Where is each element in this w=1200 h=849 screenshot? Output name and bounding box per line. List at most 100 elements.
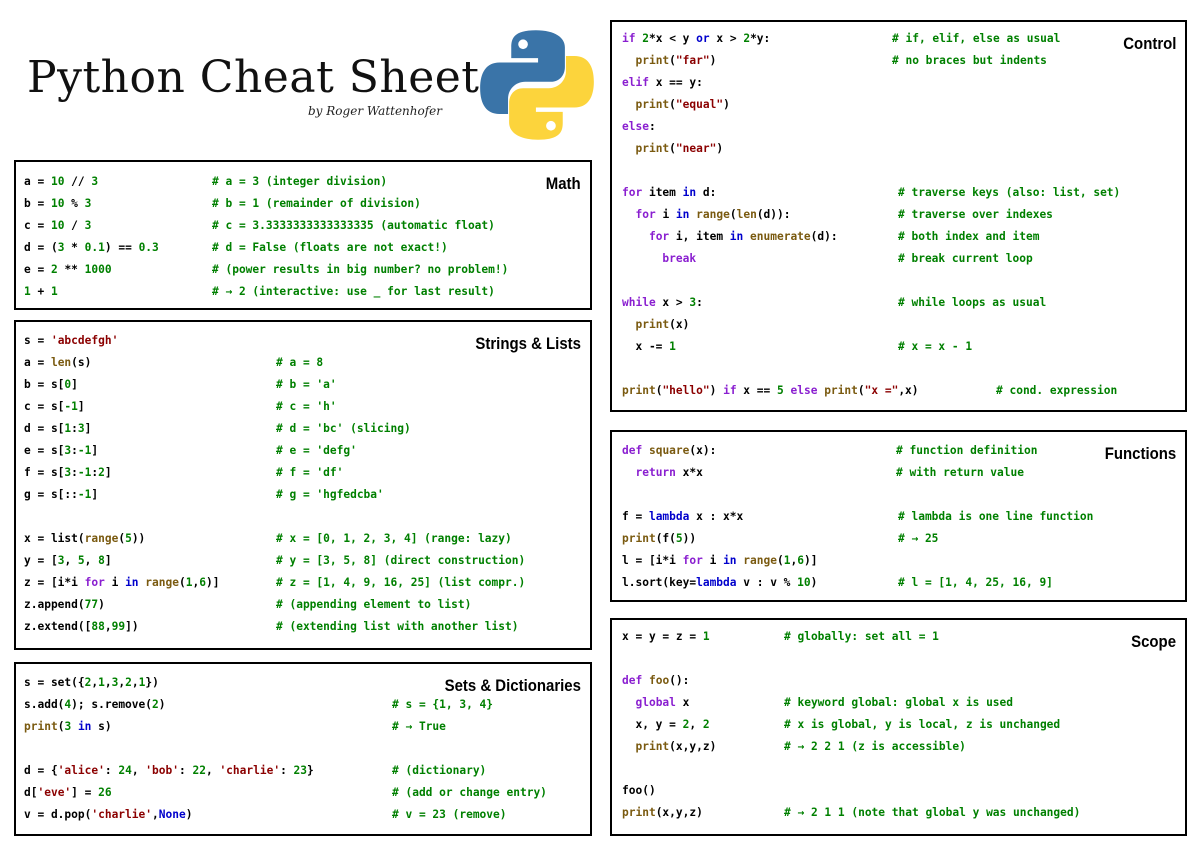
code-token: l.sort(key= [622,576,697,589]
code-token [622,740,635,753]
code-comment: # a = 8 [276,356,324,369]
code-line: print(3 in s) # → True [24,716,584,738]
code-comment: # (dictionary) [392,764,487,777]
code-token: ( [57,720,65,733]
code-token: ]) [125,620,139,633]
code-comment: # y = [3, 5, 8] (direct construction) [276,554,526,567]
code-comment: # while loops as usual [898,296,1047,309]
code-token: in [682,186,697,199]
code-token: -1 [64,400,78,413]
code-token: 'bob' [145,764,179,777]
code-token: 1 [98,676,105,689]
code-line: def square(x): # function definition [622,440,1179,462]
code-token: range [145,576,179,589]
code-token: : [178,764,193,777]
code-token: ,x) [898,384,919,397]
code-line: for i in range(len(d)): # traverse over i… [622,204,1179,226]
code-text: a = 10 // 3 [24,171,98,193]
code-token: 3 [84,197,92,210]
code-line: g = s[::-1] # g = 'hgfedcba' [24,484,584,506]
code-token: (x): [689,444,717,457]
code-token: i [655,208,676,221]
code-comment: # f = 'df' [276,466,344,479]
code-token: b = s[ [24,378,65,391]
code-token: g = s[:: [24,488,78,501]
code-token: )] [205,576,220,589]
code-token: if [723,384,737,397]
code-text: print(x,y,z) [622,736,716,758]
code-text: a = len(s) [24,352,91,374]
code-token: print [24,720,58,733]
code-token: print [635,98,670,111]
code-token: for [635,208,656,221]
code-line: x -= 1 # x = x - 1 [622,336,1179,358]
code-token: ] = [71,786,99,799]
section-title: Control [1122,34,1176,53]
code-text: x -= 1 [622,336,675,358]
code-token: else [622,120,649,133]
code-token: while [622,296,656,309]
code-text: e = s[3:-1] [24,440,98,462]
code-line: s.add(4); s.remove(2) # s = {1, 3, 4} [24,694,584,716]
code-token: 2 [152,698,159,711]
code-text: foo() [622,780,656,802]
code-token: -1 [77,488,92,501]
code-token: 23 [293,764,308,777]
code-token [622,98,635,111]
code-token: 'eve' [37,786,72,799]
code-token [622,252,662,265]
code-token: 4 [64,698,72,711]
code-token: ) [158,698,166,711]
code-text: c = 10 / 3 [24,215,91,237]
code-line: foo() [622,780,1179,802]
code-line: print(x) [622,314,1179,336]
code-line: b = s[0] # b = 'a' [24,374,584,396]
code-line: c = s[-1] # c = 'h' [24,396,584,418]
code-token: 1 [138,676,146,689]
code-comment: # c = 'h' [276,400,337,413]
code-comment: # break current loop [898,252,1033,265]
code-text: y = [3, 5, 8] [24,550,112,572]
code-text: x = list(range(5)) [24,528,145,550]
section-title: Strings & Lists [475,334,581,353]
code-line: f = lambda x : x*x # lambda is one line f… [622,506,1179,528]
code-token: z.append( [24,598,85,611]
code-line: x = list(range(5)) # x = [0, 1, 2, 3, 4] … [24,528,584,550]
code-token: 10 [797,576,811,589]
code-token: in [125,576,139,589]
code-token: ] [104,466,112,479]
section-math: Math a = 10 // 3 # a = 3 (integer division… [14,160,592,310]
section-title: Scope [1131,632,1176,651]
code-comment: # g = 'hgfedcba' [276,488,384,501]
code-token: 3 [689,296,697,309]
code-text: d = {'alice': 24, 'bob': 22, 'charlie': … [24,760,314,782]
code-comment: # cond. expression [996,384,1118,397]
code-text: x = y = z = 1 [622,626,710,648]
code-text: l = [i*i for i in range(1,6)] [622,550,817,572]
code-token: item [642,186,683,199]
code-text: f = s[3:-1:2] [24,462,112,484]
code-comment: # l = [1, 4, 25, 16, 9] [898,576,1053,589]
code-text: c = s[-1] [24,396,85,418]
code-token: , [131,676,139,689]
code-token: )) [131,532,146,545]
code-line: z = [i*i for i in range(1,6)] # z = [1, 4… [24,572,584,594]
code-token: x, y = [622,718,683,731]
code-token: 1 [24,285,31,298]
code-text: b = 10 % 3 [24,193,91,215]
code-token: in [675,208,690,221]
code-token: 1 [64,422,72,435]
code-token: x [675,696,690,709]
code-token: 0.1 [84,241,105,254]
code-token: z = [i*i [24,576,85,589]
section-sets: Sets & Dictionaries s = set({2,1,3,2,1}) s… [14,662,592,836]
code-token: x = y = z = [622,630,703,643]
code-token: -1 [77,444,92,457]
code-token [642,444,649,457]
code-line: if 2*x < y or x > 2*y: # if, elif, else a… [622,28,1179,50]
code-token: break [662,252,697,265]
code-token: * [64,241,85,254]
code-token: len [736,208,757,221]
code-token: ) [98,598,105,611]
code-token: 3 [91,175,99,188]
